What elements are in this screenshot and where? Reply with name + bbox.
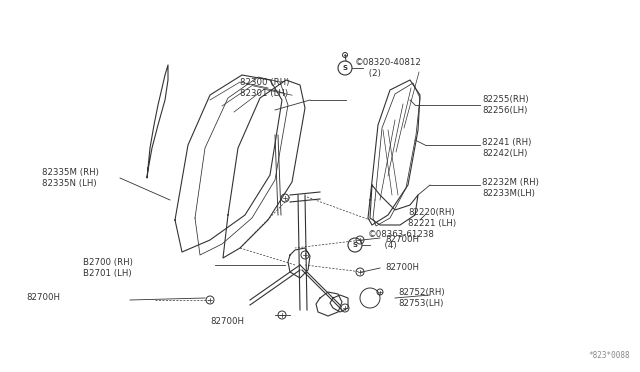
- Text: 82220(RH)
82221 (LH): 82220(RH) 82221 (LH): [408, 208, 456, 228]
- Text: ©08363-61238
      (4): ©08363-61238 (4): [368, 230, 435, 250]
- Text: B2700 (RH)
B2701 (LH): B2700 (RH) B2701 (LH): [83, 258, 133, 278]
- Text: 82335M (RH)
82335N (LH): 82335M (RH) 82335N (LH): [42, 168, 99, 188]
- Text: 82752(RH)
82753(LH): 82752(RH) 82753(LH): [398, 288, 445, 308]
- Text: 82241 (RH)
82242(LH): 82241 (RH) 82242(LH): [482, 138, 531, 158]
- Text: S: S: [342, 65, 348, 71]
- Text: 82300 (RH)
82301 (LH): 82300 (RH) 82301 (LH): [240, 78, 289, 98]
- Text: 82700H: 82700H: [385, 263, 419, 273]
- Text: 82700H: 82700H: [210, 317, 244, 327]
- Text: *823*0088: *823*0088: [588, 351, 630, 360]
- Text: 82255(RH)
82256(LH): 82255(RH) 82256(LH): [482, 95, 529, 115]
- Text: S: S: [353, 242, 358, 248]
- Text: 82700H: 82700H: [385, 235, 419, 244]
- Text: ©08320-40812
     (2): ©08320-40812 (2): [355, 58, 422, 78]
- Text: 82232M (RH)
82233M(LH): 82232M (RH) 82233M(LH): [482, 178, 539, 198]
- Text: 82700H: 82700H: [26, 294, 60, 302]
